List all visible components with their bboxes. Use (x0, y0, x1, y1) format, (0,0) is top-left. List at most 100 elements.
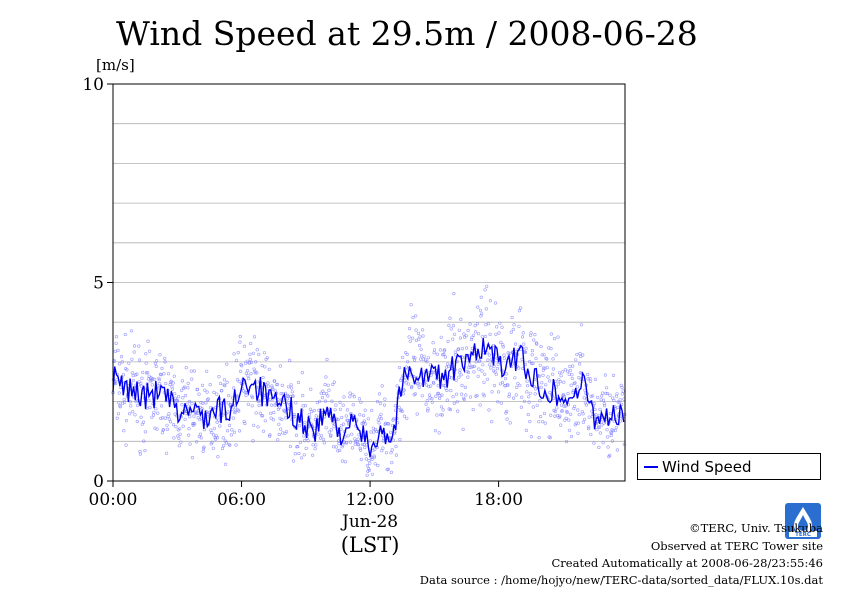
scatter-point (180, 379, 184, 383)
scatter-point (611, 373, 616, 378)
scatter-point (291, 459, 296, 463)
scatter-point (253, 371, 257, 375)
scatter-point (559, 403, 564, 407)
scatter-point (438, 348, 443, 352)
scatter-point (144, 352, 148, 356)
scatter-point (428, 393, 432, 397)
scatter-point (144, 371, 149, 375)
scatter-point (225, 362, 229, 366)
scatter-point (369, 456, 374, 460)
scatter-point (608, 453, 612, 458)
scatter-point (181, 424, 185, 428)
scatter-point (558, 379, 562, 384)
scatter-points (111, 284, 627, 477)
scatter-point (436, 384, 440, 388)
scatter-point (530, 353, 534, 357)
scatter-point (271, 387, 275, 391)
scatter-point (186, 386, 190, 390)
scatter-point (405, 416, 409, 420)
scatter-point (400, 409, 404, 414)
scatter-point (577, 362, 582, 366)
scatter-point (326, 383, 330, 387)
scatter-point (123, 332, 127, 337)
scatter-point (457, 375, 461, 379)
scatter-point (528, 420, 532, 424)
scatter-point (443, 348, 447, 352)
scatter-point (501, 345, 505, 349)
scatter-point (159, 373, 163, 377)
scatter-point (568, 364, 572, 369)
scatter-point (544, 356, 548, 360)
scatter-point (542, 411, 547, 416)
scatter-point (414, 328, 418, 332)
scatter-point (431, 341, 435, 345)
scatter-point (517, 309, 522, 313)
scatter-point (612, 398, 616, 403)
scatter-point (479, 295, 483, 299)
scatter-point (154, 407, 158, 411)
scatter-point (567, 372, 571, 376)
scatter-point (124, 443, 128, 447)
scatter-point (323, 382, 327, 387)
scatter-point (487, 408, 491, 412)
scatter-point (195, 387, 199, 392)
scatter-point (502, 356, 507, 360)
scatter-point (279, 392, 283, 396)
scatter-point (359, 448, 363, 452)
scatter-point (323, 399, 328, 403)
scatter-point (545, 366, 549, 370)
scatter-point (244, 393, 248, 398)
scatter-point (367, 468, 372, 472)
scatter-point (504, 372, 508, 376)
scatter-point (224, 462, 228, 466)
scatter-point (284, 416, 288, 420)
scatter-point (180, 388, 184, 392)
scatter-point (538, 399, 542, 403)
scatter-point (169, 379, 173, 383)
scatter-point (459, 373, 463, 377)
scatter-point (227, 394, 231, 398)
scatter-point (237, 379, 241, 384)
scatter-point (594, 413, 598, 417)
scatter-point (550, 372, 555, 376)
scatter-point (297, 451, 301, 456)
scatter-point (409, 303, 413, 307)
scatter-point (543, 421, 547, 425)
scatter-point (581, 412, 585, 416)
scatter-point (472, 364, 476, 369)
scatter-point (520, 335, 525, 339)
scatter-point (279, 427, 283, 431)
scatter-point (224, 441, 228, 445)
scatter-point (567, 428, 572, 432)
scatter-point (480, 369, 484, 373)
scatter-point (564, 440, 569, 444)
scatter-point (480, 335, 485, 339)
scatter-point (616, 405, 620, 409)
scatter-point (552, 396, 556, 400)
scatter-point (428, 396, 432, 400)
scatter-point (506, 383, 510, 387)
scatter-point (410, 385, 414, 389)
scatter-point (386, 467, 390, 471)
scatter-point (609, 433, 613, 438)
scatter-point (415, 412, 419, 416)
scatter-point (203, 388, 207, 392)
scatter-point (419, 354, 424, 358)
scatter-point (327, 430, 331, 434)
scatter-point (117, 362, 122, 366)
scatter-point (515, 385, 519, 390)
y-tick-label: 0 (93, 472, 104, 492)
chart-title: Wind Speed at 29.5m / 2008-06-28 (116, 14, 698, 53)
scatter-point (522, 342, 526, 346)
scatter-point (147, 374, 151, 378)
scatter-point (531, 361, 535, 365)
scatter-point (311, 453, 315, 457)
scatter-point (172, 374, 176, 378)
scatter-point (225, 380, 229, 384)
scatter-point (247, 361, 252, 365)
scatter-point (587, 415, 591, 419)
scatter-point (197, 392, 201, 396)
scatter-point (217, 418, 221, 422)
scatter-point (358, 413, 362, 417)
scatter-point (556, 335, 560, 339)
